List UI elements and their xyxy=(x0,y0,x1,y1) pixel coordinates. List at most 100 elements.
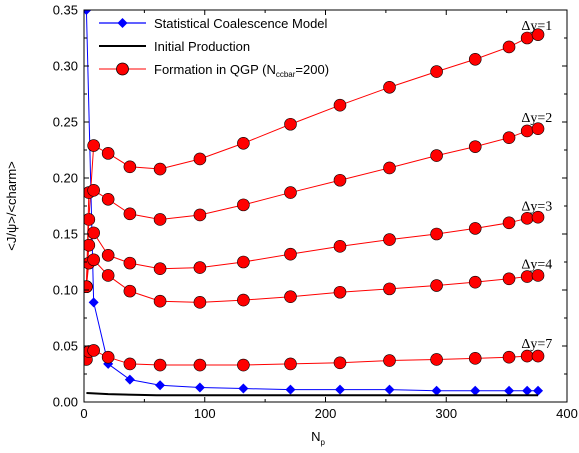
series-3-point-6 xyxy=(193,208,207,222)
series-6-point-6 xyxy=(193,358,207,372)
annotation-layer: Δy=1 Δy=2 Δy=3 Δy=4 Δy=7 xyxy=(521,19,552,352)
series-2-point-15 xyxy=(531,28,545,41)
legend-label-qgp-tail: =200) xyxy=(295,62,329,77)
series-6-point-10 xyxy=(383,354,396,367)
series-3-point-13 xyxy=(502,131,516,144)
legend-marker-qgp xyxy=(116,62,129,76)
series-4-point-5 xyxy=(153,262,167,276)
series-0-point-9 xyxy=(384,384,395,395)
series-5-point-7 xyxy=(237,293,250,307)
series-2-point-4 xyxy=(123,160,137,174)
series-4-point-13 xyxy=(502,216,516,230)
legend-label-initial: Initial Production xyxy=(154,39,250,54)
series-4-point-3 xyxy=(101,248,115,262)
series-2 xyxy=(84,28,545,293)
annotation-3: Δy=4 xyxy=(521,258,552,273)
series-6-point-4 xyxy=(123,357,137,371)
series-4-point-6 xyxy=(193,261,207,274)
legend-label-qgp-main: Formation in QGP (N xyxy=(154,62,276,77)
series-5-point-8 xyxy=(284,290,297,304)
series-0-point-13 xyxy=(522,385,533,396)
series-0-point-14 xyxy=(533,385,544,396)
series-0-point-10 xyxy=(431,385,442,396)
series-3-point-14 xyxy=(520,124,534,138)
series-3-point-7 xyxy=(237,198,250,212)
x-axis-title-sub: p xyxy=(320,438,325,447)
legend-label-qgp: Formation in QGP (Nccbar=200) xyxy=(154,62,329,79)
series-5-point-11 xyxy=(430,279,443,292)
x-tick-label-100: 100 xyxy=(194,406,216,421)
series-4-point-15 xyxy=(531,210,545,224)
series-4-point-1 xyxy=(84,238,96,252)
series-6-point-9 xyxy=(333,356,347,370)
legend-label-coalescence: Statistical Coalescence Model xyxy=(154,16,328,31)
series-0-point-12 xyxy=(504,385,515,396)
series-0-point-4 xyxy=(155,380,166,391)
series-6 xyxy=(84,344,545,372)
series-0-point-6 xyxy=(238,383,249,394)
y-tick-label-4: 0.20 xyxy=(53,171,78,186)
series-3 xyxy=(84,122,545,293)
series-4-point-12 xyxy=(468,222,482,235)
series-0-point-8 xyxy=(334,384,345,395)
annotation-1: Δy=2 xyxy=(521,111,552,126)
series-0-point-3 xyxy=(124,374,135,385)
series-line-5 xyxy=(85,259,539,303)
y-axis-title: <J/ψ>/<charm> xyxy=(4,161,19,250)
x-tick-label-300: 300 xyxy=(435,406,457,421)
series-layer xyxy=(84,10,545,397)
series-line-4 xyxy=(85,216,539,287)
series-2-point-11 xyxy=(430,65,443,78)
legend-label-qgp-sub: ccbar xyxy=(276,70,296,79)
series-2-point-1 xyxy=(84,213,96,226)
series-5-point-15 xyxy=(531,269,545,282)
series-3-point-2 xyxy=(87,184,100,197)
series-3-point-12 xyxy=(468,140,482,153)
series-6-point-15 xyxy=(531,349,545,363)
series-line-1 xyxy=(86,392,539,397)
annotation-0: Δy=1 xyxy=(521,19,552,34)
series-6-point-12 xyxy=(468,352,482,365)
series-5 xyxy=(84,253,545,309)
series-2-point-12 xyxy=(468,52,482,66)
series-2-point-2 xyxy=(87,139,100,152)
series-4-point-9 xyxy=(333,240,347,253)
series-line-2 xyxy=(85,34,539,287)
series-5-point-5 xyxy=(153,294,167,308)
series-3-point-5 xyxy=(153,213,167,226)
series-6-point-5 xyxy=(153,358,167,372)
series-2-point-5 xyxy=(153,162,167,176)
series-line-0 xyxy=(85,10,539,392)
series-2-point-13 xyxy=(502,40,516,54)
series-1 xyxy=(86,392,539,397)
x-tick-label-0: 0 xyxy=(80,406,87,421)
y-tick-label-0: 0.00 xyxy=(53,395,78,410)
series-3-point-4 xyxy=(123,207,137,221)
x-tick-label-200: 200 xyxy=(315,406,337,421)
series-2-point-10 xyxy=(383,80,396,94)
series-5-point-0 xyxy=(84,280,93,293)
legend-marker-coalescence xyxy=(117,18,128,28)
series-6-point-3 xyxy=(101,350,115,364)
series-line-3 xyxy=(85,128,539,287)
series-6-point-7 xyxy=(237,358,250,372)
series-6-point-13 xyxy=(502,350,516,364)
x-axis-title-main: N xyxy=(311,429,320,444)
series-3-point-11 xyxy=(430,149,443,162)
series-0-point-0 xyxy=(84,10,92,15)
series-3-point-9 xyxy=(333,173,347,187)
series-0-point-11 xyxy=(470,385,481,396)
series-5-point-9 xyxy=(333,285,347,299)
series-6-point-8 xyxy=(284,357,297,371)
y-tick-label-5: 0.25 xyxy=(53,115,78,130)
series-0-point-5 xyxy=(194,382,205,393)
series-5-point-6 xyxy=(193,296,207,309)
series-5-point-2 xyxy=(87,253,100,267)
series-6-point-11 xyxy=(430,353,443,366)
x-axis-title: Np xyxy=(311,429,325,447)
legend: Statistical Coalescence Model Initial Pr… xyxy=(99,16,329,79)
series-2-point-8 xyxy=(284,117,297,131)
y-tick-label-3: 0.15 xyxy=(53,227,78,242)
series-4-point-11 xyxy=(430,227,443,241)
series-4-point-10 xyxy=(383,233,396,246)
